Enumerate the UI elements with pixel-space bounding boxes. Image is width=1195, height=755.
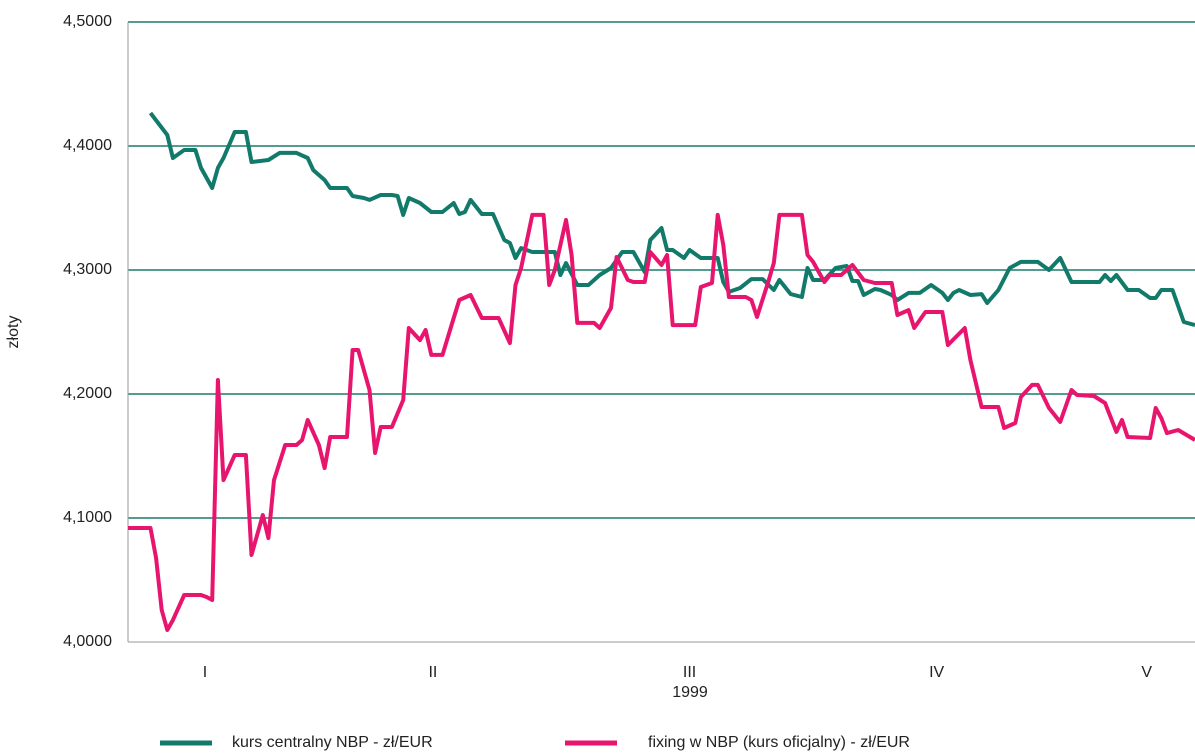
y-tick-label: 4,2000 bbox=[63, 385, 112, 402]
series-line bbox=[128, 212, 1195, 632]
y-tick-label: 4,1000 bbox=[63, 509, 112, 526]
series-line bbox=[148, 111, 1195, 328]
y-tick-label: 4,5000 bbox=[63, 13, 112, 30]
legend-label: kurs centralny NBP - zł/EUR bbox=[232, 734, 433, 751]
y-tick-label: 4,3000 bbox=[63, 261, 112, 278]
y-tick-label: 4,0000 bbox=[63, 633, 112, 650]
x-tick-label: III bbox=[683, 664, 696, 681]
x-tick-label: I bbox=[203, 664, 207, 681]
x-tick-label: II bbox=[428, 664, 437, 681]
x-axis-label: 1999 bbox=[672, 684, 708, 701]
x-tick-label: V bbox=[1141, 664, 1152, 681]
y-tick-label: 4,4000 bbox=[63, 137, 112, 154]
legend-label: fixing w NBP (kurs oficjalny) - zł/EUR bbox=[648, 734, 910, 751]
y-axis-label: złoty bbox=[5, 316, 22, 349]
x-tick-label: IV bbox=[929, 664, 944, 681]
